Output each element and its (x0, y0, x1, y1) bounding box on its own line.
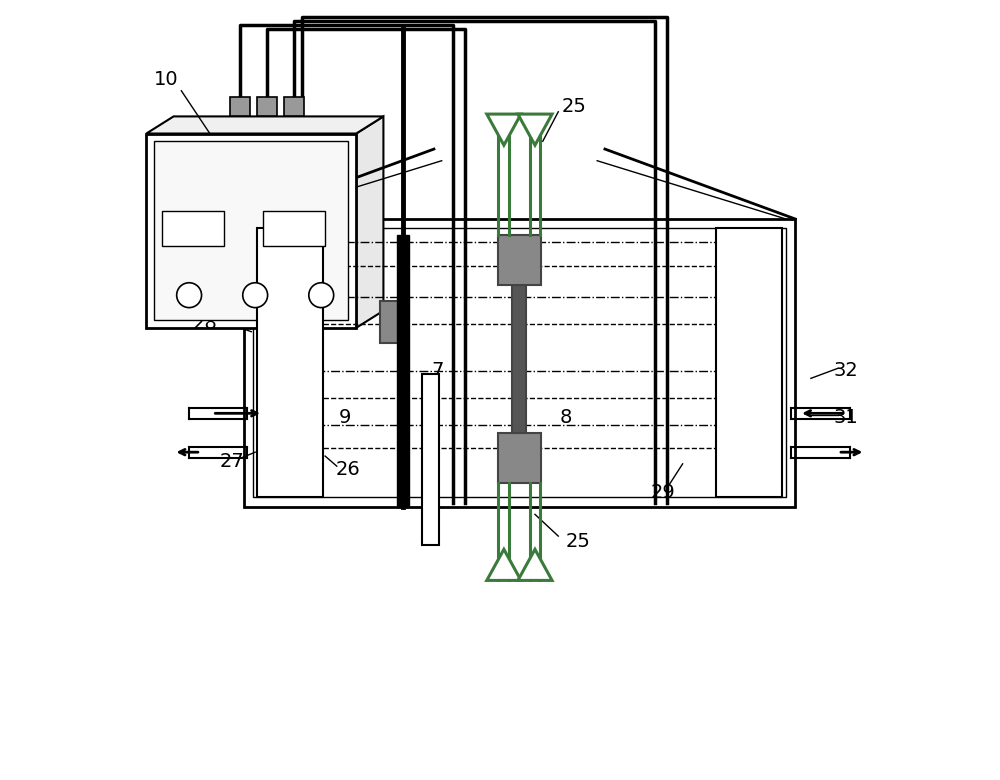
Bar (263, 211, 325, 246)
Bar (154, 141, 348, 320)
Bar (397, 235, 409, 506)
Text: 31: 31 (833, 408, 858, 427)
Text: 10: 10 (153, 69, 178, 89)
Text: 28: 28 (192, 314, 217, 333)
Polygon shape (146, 116, 383, 133)
Text: 32: 32 (833, 361, 858, 380)
Polygon shape (356, 116, 383, 328)
Text: 25: 25 (565, 532, 590, 551)
Bar (422, 374, 439, 545)
Text: 7: 7 (432, 361, 444, 380)
Circle shape (177, 282, 202, 307)
Bar (244, 219, 795, 506)
Text: 29: 29 (651, 483, 676, 502)
Text: 25: 25 (561, 97, 586, 115)
Bar (230, 97, 250, 116)
Circle shape (243, 282, 268, 307)
Bar (284, 97, 304, 116)
Circle shape (309, 282, 334, 307)
Bar (257, 229, 323, 498)
Text: 9: 9 (338, 408, 351, 427)
Bar (512, 285, 526, 433)
Text: 8: 8 (560, 408, 572, 427)
Polygon shape (487, 114, 521, 145)
Bar (380, 300, 404, 343)
Text: 26: 26 (336, 459, 361, 479)
Text: 27: 27 (219, 452, 244, 471)
Bar (716, 229, 782, 498)
Bar (162, 211, 224, 246)
Polygon shape (518, 549, 552, 580)
Polygon shape (518, 114, 552, 145)
Bar (498, 235, 541, 285)
Bar (146, 133, 356, 328)
Bar (498, 433, 541, 484)
Text: 30: 30 (756, 483, 780, 502)
Bar (253, 229, 786, 498)
Bar (257, 97, 277, 116)
Polygon shape (487, 549, 521, 580)
Text: 33: 33 (212, 281, 236, 300)
